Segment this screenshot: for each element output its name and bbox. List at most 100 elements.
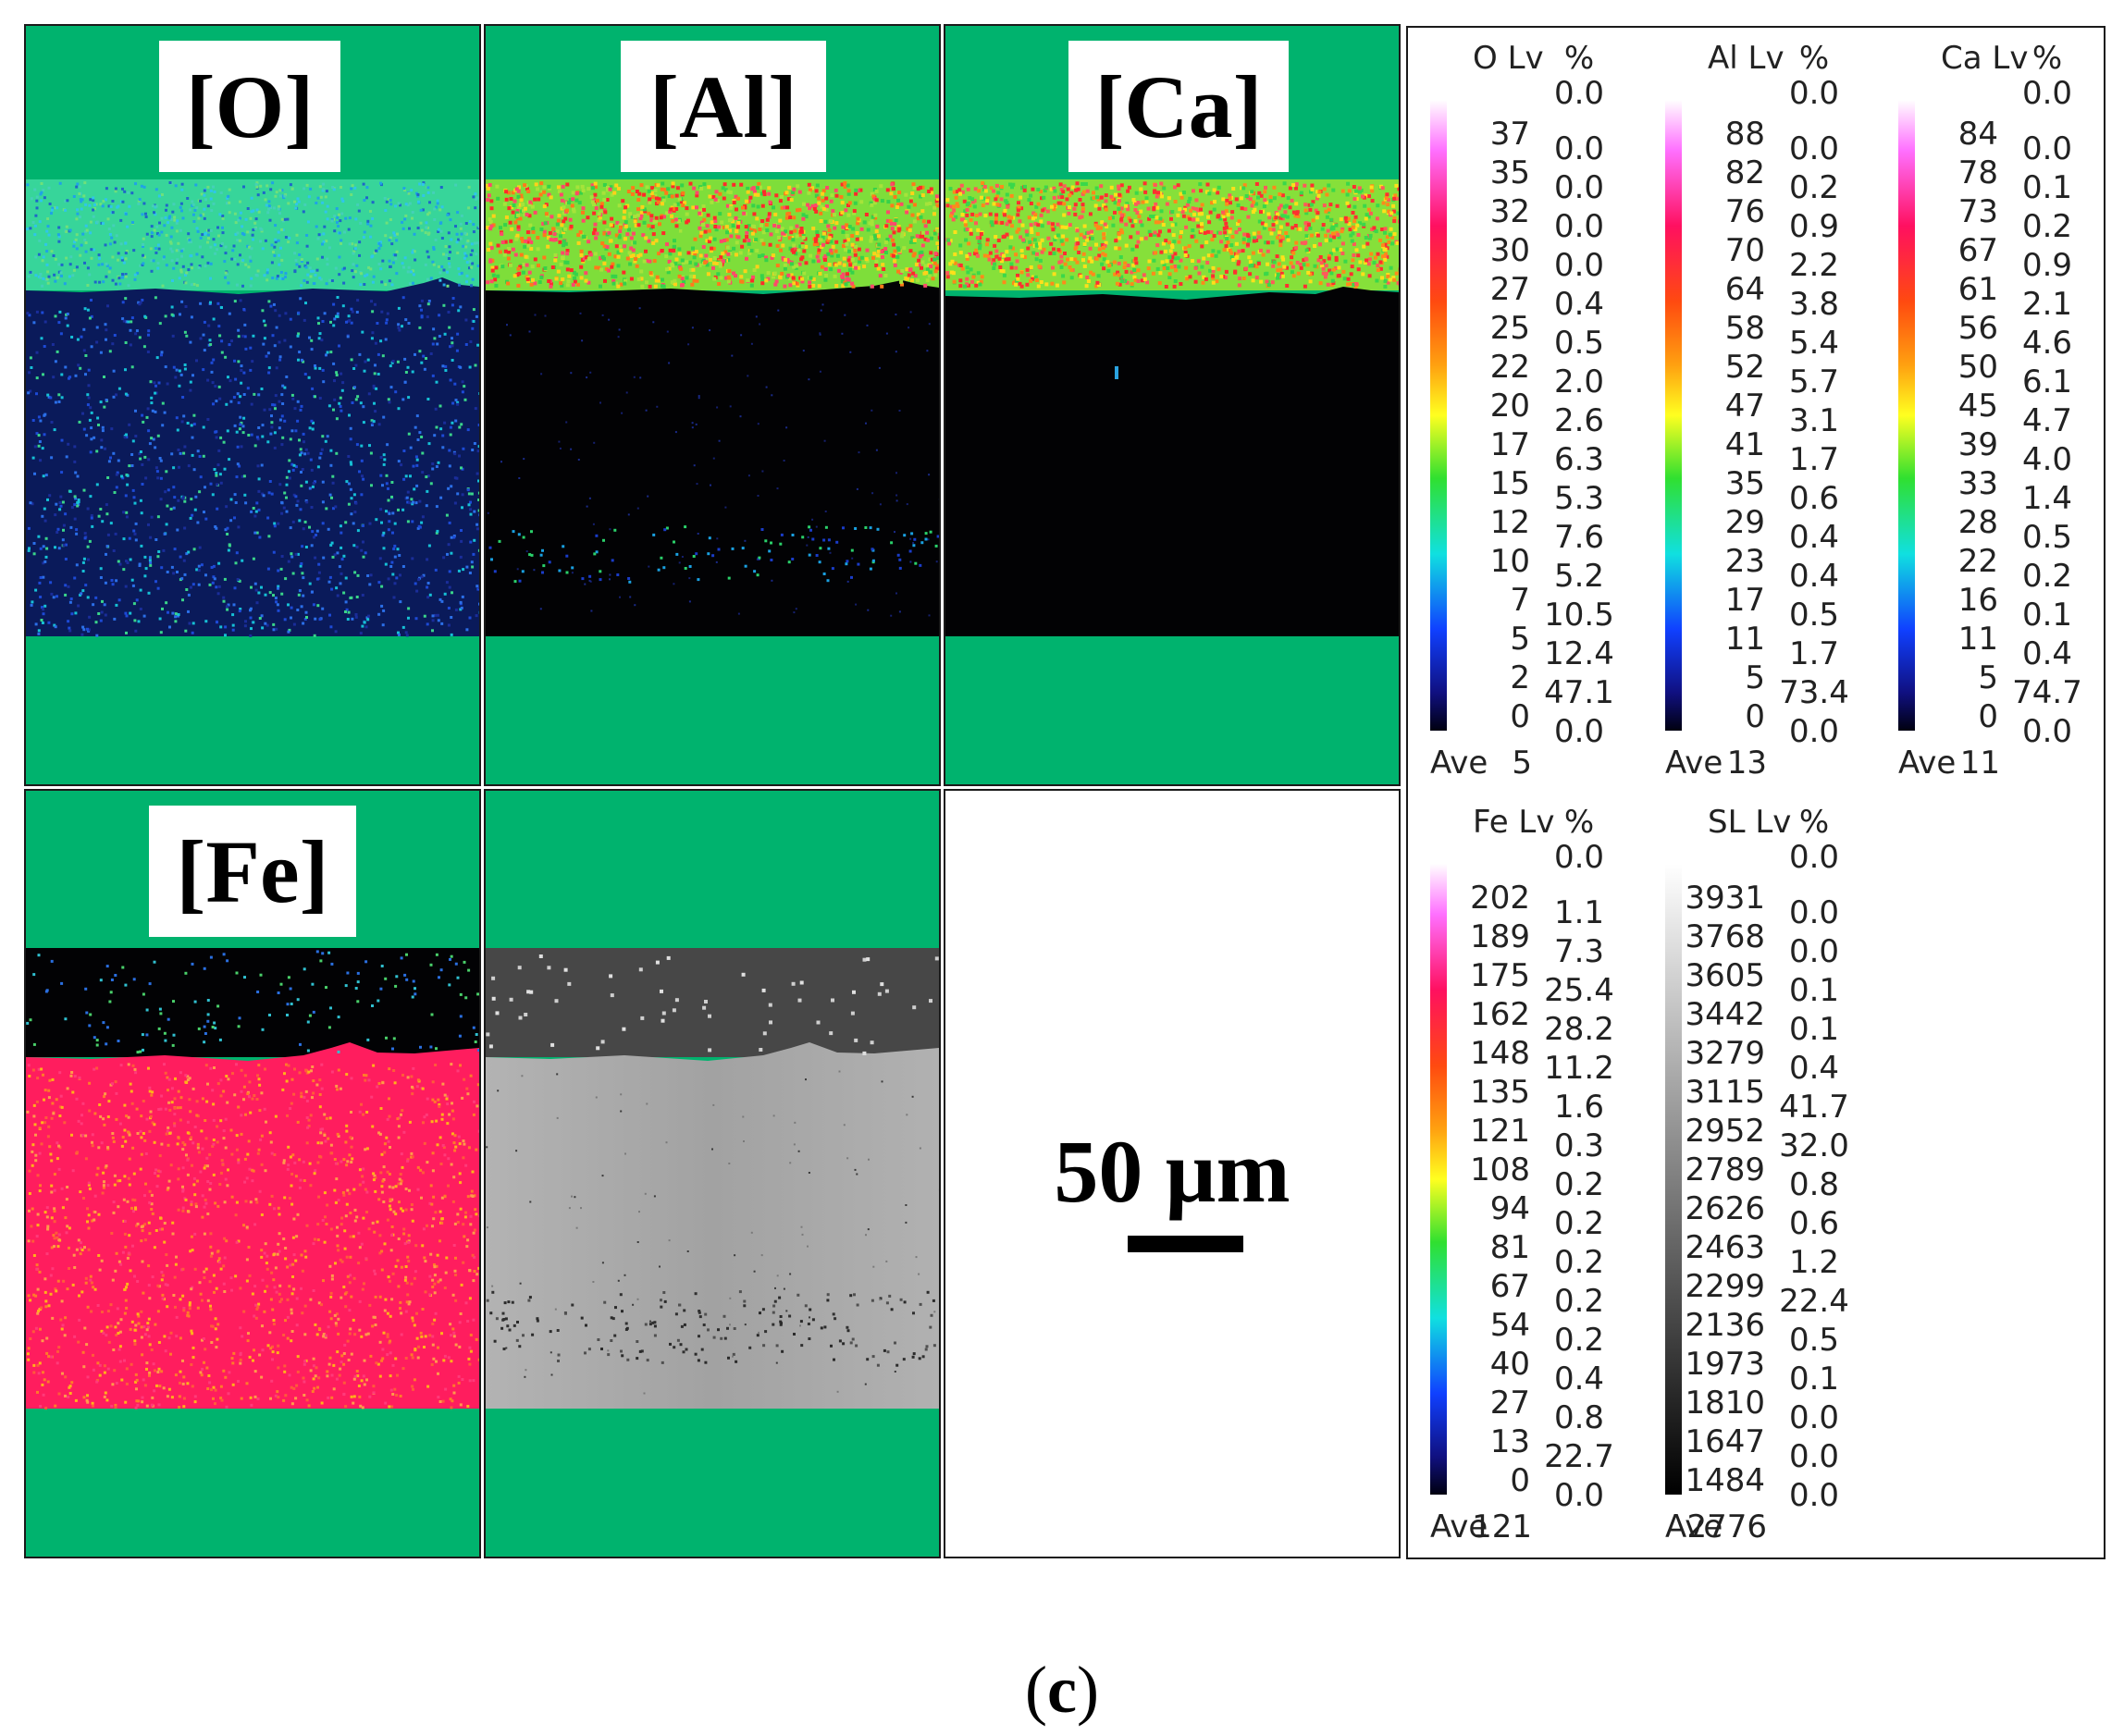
legend-scales: O Lv %0.037353230272522201715121075200.00… <box>1430 40 2082 1545</box>
fe-legend-level: 13 <box>1490 1423 1530 1460</box>
sl-legend-percent: 0.0 <box>1789 894 1839 931</box>
al-legend-level: 29 <box>1725 504 1765 541</box>
sl-legend-lv-header: SL Lv <box>1708 804 1791 841</box>
al-legend-level: 5 <box>1745 659 1765 696</box>
ca-legend-percent: 0.2 <box>2022 558 2072 595</box>
o-legend-percent: 0.0 <box>1554 247 1604 284</box>
fe-legend-level: 0 <box>1510 1462 1530 1499</box>
al-map-label: [Al] <box>621 41 826 172</box>
fe-legend-percent: 7.3 <box>1554 933 1604 970</box>
o-legend-color-bar <box>1430 100 1447 731</box>
o-legend-level: 32 <box>1490 193 1530 230</box>
sl-legend-percent: 0.4 <box>1789 1050 1839 1087</box>
o-map-speckle <box>26 181 479 637</box>
ca-legend-percent: 0.2 <box>2022 208 2072 245</box>
o-legend-pct-header: % <box>1564 40 1594 77</box>
ca-legend-level: 78 <box>1958 154 1998 191</box>
ca-legend-percent: 0.1 <box>2022 169 2072 206</box>
legend-panel: O Lv% 0.0 37 35 32 30 27 25 22 20 17 15 12 10 7 5 2 0 0.0 0… <box>1406 26 2105 1559</box>
fe-legend-percent: 0.3 <box>1554 1127 1604 1164</box>
caption-letter: c <box>1047 1653 1077 1727</box>
o-legend-level: 5 <box>1510 621 1530 658</box>
o-legend-level: 22 <box>1490 349 1530 386</box>
ca-legend-level: 73 <box>1958 193 1998 230</box>
fe-legend-level: 121 <box>1470 1113 1530 1150</box>
fe-legend-percent: 0.8 <box>1554 1399 1604 1436</box>
ca-legend-level: 67 <box>1958 232 1998 269</box>
sl-legend-percent: 0.1 <box>1789 972 1839 1009</box>
al-legend-percent: 0.2 <box>1789 169 1839 206</box>
fe-legend-level: 135 <box>1470 1074 1530 1111</box>
fe-legend-percent: 1.1 <box>1554 894 1604 931</box>
fe-legend-percent: 0.2 <box>1554 1322 1604 1359</box>
sl-legend-percent: 0.0 <box>1789 1477 1839 1514</box>
figure-caption: (c) <box>0 1652 2124 1729</box>
o-legend-level: 37 <box>1490 116 1530 153</box>
sl-legend-level: 2626 <box>1685 1190 1765 1227</box>
sl-legend-level: 1484 <box>1685 1462 1765 1499</box>
o-legend-percent: 5.2 <box>1554 558 1604 595</box>
ca-legend-level: 11 <box>1958 621 1998 658</box>
sl-legend-pct-top: 0.0 <box>1789 839 1839 876</box>
o-legend-percent: 2.0 <box>1554 363 1604 400</box>
o-legend-pct-top: 0.0 <box>1554 75 1604 112</box>
sl-legend-percent: 0.8 <box>1789 1166 1839 1203</box>
fe-legend-level: 148 <box>1470 1035 1530 1072</box>
o-legend-percent: 0.0 <box>1554 713 1604 750</box>
ca-legend-percent: 6.1 <box>2022 363 2072 400</box>
scale-bar <box>1128 1236 1243 1252</box>
scale-bar-label: 50 µm <box>1054 1122 1290 1221</box>
sl-legend-level: 2789 <box>1685 1151 1765 1188</box>
fe-legend-level: 67 <box>1490 1268 1530 1305</box>
al-legend-percent: 0.4 <box>1789 519 1839 556</box>
o-legend-percent: 47.1 <box>1544 674 1614 711</box>
al-legend-percent: 0.5 <box>1789 597 1839 634</box>
sl-legend-percent: 32.0 <box>1779 1127 1849 1164</box>
o-legend-ave-label: Ave <box>1430 745 1488 782</box>
o-legend-level: 35 <box>1490 154 1530 191</box>
ca-legend-level: 56 <box>1958 310 1998 347</box>
o-legend-level: 2 <box>1510 659 1530 696</box>
al-legend-level: 82 <box>1725 154 1765 191</box>
fe-legend-level: 94 <box>1490 1190 1530 1227</box>
ca-map-image <box>945 26 1399 784</box>
o-legend-percent: 0.0 <box>1554 208 1604 245</box>
fe-map-speckle <box>26 950 479 1410</box>
fe-legend-ave-value: 121 <box>1472 1508 1532 1545</box>
ca-legend-level: 33 <box>1958 465 1998 502</box>
sl-legend-percent: 0.1 <box>1789 1011 1839 1048</box>
fe-legend-percent: 22.7 <box>1544 1438 1614 1475</box>
ca-legend-level: 28 <box>1958 504 1998 541</box>
sem-image-features <box>486 954 939 1395</box>
sl-legend-percent: 0.5 <box>1789 1322 1839 1359</box>
sl-legend-level: 2952 <box>1685 1113 1765 1150</box>
al-legend-level: 11 <box>1725 621 1765 658</box>
fe-legend-percent: 0.2 <box>1554 1205 1604 1242</box>
fe-legend-level: 27 <box>1490 1385 1530 1422</box>
fe-legend-level: 81 <box>1490 1229 1530 1266</box>
sem-image <box>486 791 939 1557</box>
al-legend-level: 23 <box>1725 543 1765 580</box>
o-legend-level: 20 <box>1490 388 1530 425</box>
al-legend-level: 52 <box>1725 349 1765 386</box>
ca-legend-ave-label: Ave <box>1898 745 1956 782</box>
al-legend-percent: 0.9 <box>1789 208 1839 245</box>
al-legend-level: 47 <box>1725 388 1765 425</box>
ca-legend-percent: 4.6 <box>2022 325 2072 362</box>
al-legend-percent: 2.2 <box>1789 247 1839 284</box>
o-legend-percent: 0.4 <box>1554 286 1604 323</box>
al-map-speckle <box>486 181 939 617</box>
ca-legend-percent: 0.5 <box>2022 519 2072 556</box>
ca-legend-level: 45 <box>1958 388 1998 425</box>
ca-legend-level: 16 <box>1958 582 1998 619</box>
ca-legend-percent: 4.0 <box>2022 441 2072 478</box>
fe-legend-percent: 1.6 <box>1554 1089 1604 1126</box>
al-legend-level: 70 <box>1725 232 1765 269</box>
sl-legend-level: 3931 <box>1685 880 1765 917</box>
o-legend-level: 27 <box>1490 271 1530 308</box>
ca-map-speckle <box>945 181 1399 289</box>
fe-legend-percent: 11.2 <box>1544 1050 1614 1087</box>
o-legend-level: 17 <box>1490 426 1530 463</box>
sl-legend-percent: 0.1 <box>1789 1360 1839 1397</box>
o-legend-level: 10 <box>1490 543 1530 580</box>
